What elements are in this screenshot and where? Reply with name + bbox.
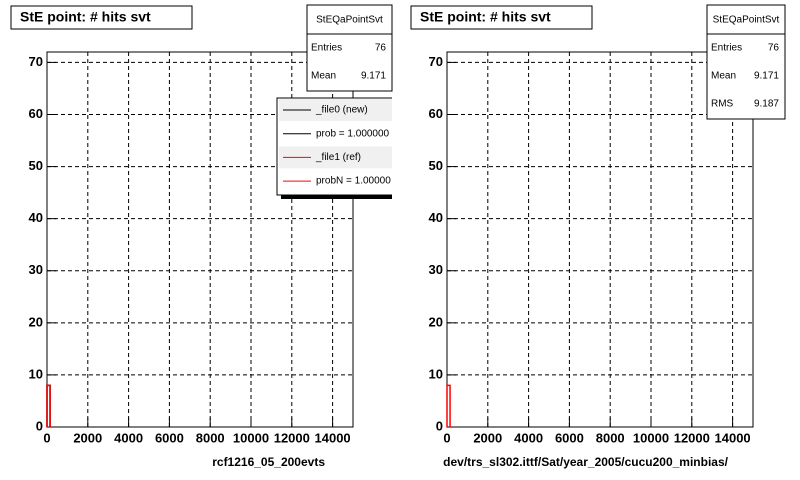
y-tick-label: 0 [36,418,43,433]
x-tick-label: 4000 [514,430,543,445]
x-tick-label: 6000 [155,430,184,445]
legend-row-bg [279,146,392,169]
x-tick-label: 6000 [555,430,584,445]
x-tick-label: 0 [43,430,50,445]
title: StE point: # hits svt [20,9,151,25]
legend-label: probN = 1.00000 [316,176,391,187]
stats-label: Entries [311,43,342,54]
pad: 0 2000 4000 6000 8000 10000 12000 14000 0 10 20 30 4… [10,4,393,469]
y-tick-label: 70 [429,54,443,69]
stats-label: Mean [711,71,736,82]
x-axis-label: dev/trs_sl302.ittf/Sat/year_2005/cucu200… [443,455,728,469]
title-box [10,5,193,30]
y-tick-label: 40 [429,210,443,225]
x-tick-label: 14000 [315,430,351,445]
legend-row-bg [279,99,392,121]
legend-label: _file1 (ref) [315,152,361,163]
legend: _file0 (new) prob = 1.000000 _file1 (ref) p… [276,97,392,199]
stats-label: RMS [711,99,734,110]
stats-label: Entries [711,43,742,54]
y-tick-label: 10 [429,366,443,381]
legend-row-bg [279,170,392,193]
x-tick-label: 8000 [596,430,625,445]
y-tick-label: 60 [429,106,443,121]
x-tick-label: 8000 [196,430,225,445]
x-tick-label: 12000 [274,430,310,445]
stats-value: 9.187 [754,99,779,110]
x-tick-label: 10000 [633,430,669,445]
y-tick-label: 70 [29,54,43,69]
x-axis-label: rcf1216_05_200evts [212,455,325,469]
x-tick-label: 12000 [674,430,710,445]
y-tick-label: 0 [436,418,443,433]
y-tick-label: 50 [29,158,43,173]
y-tick-label: 40 [29,210,43,225]
title-box [410,5,593,30]
x-tick-label: 14000 [715,430,751,445]
histogram-bar [46,384,51,427]
x-tick-label: 0 [443,430,450,445]
y-tick-label: 30 [429,262,443,277]
title: StE point: # hits svt [420,9,551,25]
stats-title: StEQaPointSvt [713,15,780,26]
stats-value: 76 [768,43,780,54]
stats-box [306,4,393,92]
y-tick-label: 30 [29,262,43,277]
stats-value: 76 [375,43,387,54]
stats-value: 9.171 [754,71,779,82]
histogram-bar [446,384,451,427]
y-tick-label: 20 [429,314,443,329]
x-tick-label: 2000 [473,430,502,445]
y-tick-label: 60 [29,106,43,121]
pad: 0 2000 4000 6000 8000 10000 12000 14000 0 10 20 30 4… [410,4,786,469]
y-tick-label: 10 [29,366,43,381]
legend-label: _file0 (new) [315,105,368,116]
stats-title: StEQaPointSvt [316,15,383,26]
x-tick-label: 2000 [73,430,102,445]
y-tick-label: 50 [429,158,443,173]
legend-row-bg [279,122,392,145]
stats-value: 9.171 [361,71,386,82]
stats-box [706,4,786,120]
x-tick-label: 4000 [114,430,143,445]
y-tick-label: 20 [29,314,43,329]
legend-label: prob = 1.000000 [316,128,390,139]
x-tick-label: 10000 [233,430,269,445]
stats-label: Mean [311,71,336,82]
